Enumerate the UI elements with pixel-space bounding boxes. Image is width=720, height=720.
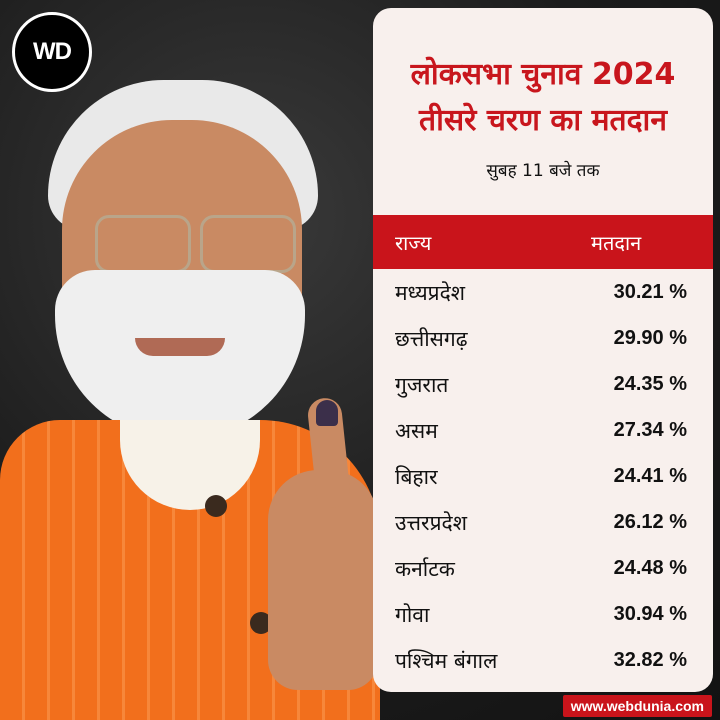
state-name: उत्तरप्रदेश (395, 511, 467, 535)
voting-ink-mark (316, 400, 338, 426)
state-name: बिहार (395, 465, 438, 489)
state-name: असम (395, 419, 438, 443)
state-name: छत्तीसगढ़ (395, 327, 468, 351)
table-row: उत्तरप्रदेश 26.12 % (373, 499, 713, 545)
title-line-1: लोकसभा चुनाव 2024 (410, 57, 676, 92)
title-line-2: तीसरे चरण का मतदान (419, 103, 667, 138)
table-row: छत्तीसगढ़ 29.90 % (373, 315, 713, 361)
time-subtitle: सुबह 11 बजे तक (486, 161, 600, 181)
table-row: पश्चिम बंगाल 32.82 % (373, 637, 713, 683)
webdunia-logo: WD (12, 12, 92, 92)
header-turnout: मतदान (591, 231, 642, 255)
turnout-value: 29.90 % (613, 327, 687, 349)
turnout-value: 26.12 % (613, 511, 687, 533)
table-row: असम 27.34 % (373, 407, 713, 453)
card-title: लोकसभा चुनाव 2024 तीसरे चरण का मतदान (373, 52, 713, 144)
state-name: कर्नाटक (395, 557, 455, 581)
turnout-value: 27.34 % (613, 419, 687, 441)
state-name: गुजरात (395, 373, 449, 397)
glasses-right-lens (200, 215, 296, 273)
table-row: बिहार 24.41 % (373, 453, 713, 499)
table-row: गुजरात 24.35 % (373, 361, 713, 407)
header-state: राज्य (395, 231, 432, 255)
logo-text: WD (33, 38, 72, 65)
turnout-value: 32.82 % (613, 649, 687, 671)
turnout-card: लोकसभा चुनाव 2024 तीसरे चरण का मतदान सुब… (373, 8, 713, 692)
website-url: www.webdunia.com (562, 695, 712, 717)
table-row: गोवा 30.94 % (373, 591, 713, 637)
turnout-value: 30.94 % (613, 603, 687, 625)
turnout-value: 24.41 % (613, 465, 687, 487)
vest-button (205, 495, 227, 517)
table-row: मध्यप्रदेश 30.21 % (373, 269, 713, 315)
state-name: पश्चिम बंगाल (395, 649, 498, 673)
raised-hand (268, 470, 378, 690)
turnout-table: मध्यप्रदेश 30.21 % छत्तीसगढ़ 29.90 % गुज… (373, 269, 713, 683)
table-row: कर्नाटक 24.48 % (373, 545, 713, 591)
glasses-left-lens (95, 215, 191, 273)
state-name: मध्यप्रदेश (395, 281, 466, 305)
turnout-value: 24.48 % (613, 557, 687, 579)
smile (135, 338, 225, 356)
table-header: राज्य मतदान (373, 215, 713, 269)
vest-button (250, 612, 272, 634)
state-name: गोवा (395, 603, 430, 627)
turnout-value: 30.21 % (613, 281, 687, 303)
turnout-value: 24.35 % (613, 373, 687, 395)
